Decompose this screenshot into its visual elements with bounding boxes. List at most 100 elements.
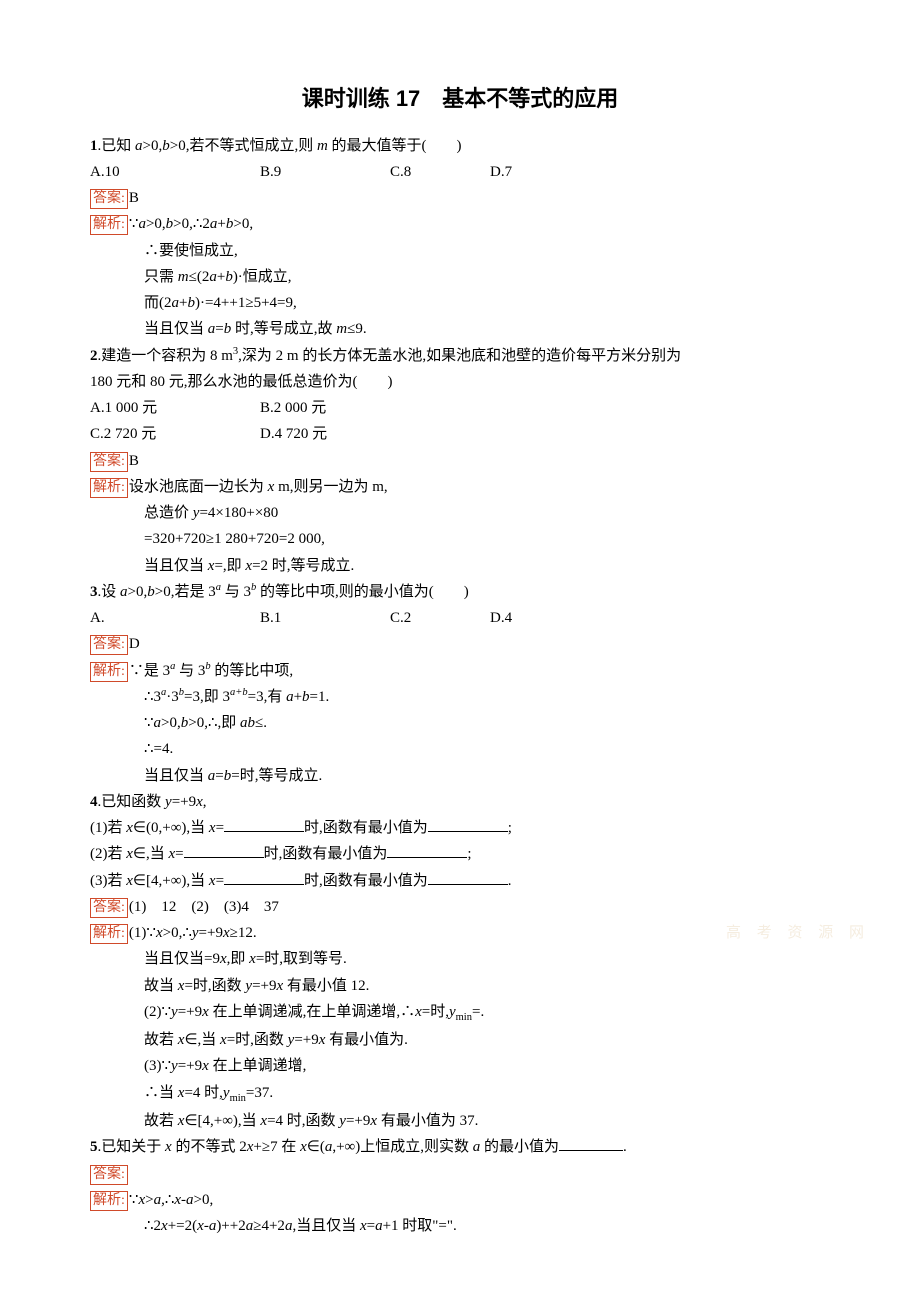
q4-explain-6: (3)∵y=+9x 在上单调递增, — [90, 1053, 830, 1079]
q3-explain-1: 解析:∵是 3a 与 3b 的等比中项, — [90, 658, 830, 684]
q4-explain-1: 解析:(1)∵x>0,∴y=+9x≥12.高 考 资 源 网 — [90, 920, 830, 946]
text: ∈,当 — [184, 1032, 220, 1048]
text: 当且仅当=9 — [144, 951, 220, 967]
q5-num: 5 — [90, 1139, 98, 1155]
text: +=2( — [168, 1218, 197, 1234]
text: a — [154, 1192, 162, 1208]
text: x — [209, 873, 216, 889]
text: >0, — [146, 216, 166, 232]
text: 故若 — [144, 1032, 178, 1048]
text: >0, — [143, 138, 163, 154]
explain-tag: 解析: — [90, 215, 128, 235]
text: =时,函数 — [227, 1032, 288, 1048]
text: ,当且仅当 — [292, 1218, 360, 1234]
text: 故若 — [144, 1113, 178, 1129]
choice-d: D.7 — [490, 159, 512, 185]
text: min — [456, 1012, 472, 1023]
text: =3,即 3 — [184, 689, 230, 705]
answer-value: D — [129, 636, 140, 652]
text: x — [126, 820, 133, 836]
blank — [387, 843, 467, 858]
answer-value: (1) 12 (2) (3)4 37 — [129, 899, 279, 915]
q5-stem: 5.已知关于 x 的不等式 2x+≥7 在 x∈(a,+∞)上恒成立,则实数 a… — [90, 1134, 830, 1160]
text: >0, — [233, 216, 253, 232]
text: = — [215, 321, 223, 337]
text: y — [339, 1113, 346, 1129]
text: 总造价 — [144, 505, 193, 521]
text: =时,函数 — [184, 978, 245, 994]
q1-explain-1: 解析:∵a>0,b>0,∴2a+b>0, — [90, 211, 830, 237]
text: 有最小值为 37. — [377, 1113, 478, 1129]
blank — [428, 817, 508, 832]
q1-stem: 1.已知 a>0,b>0,若不等式恒成立,则 m 的最大值等于( ) — [90, 133, 830, 159]
text: b — [187, 295, 195, 311]
text: ∵ — [129, 1192, 139, 1208]
choice-c: C.2 — [390, 605, 490, 631]
q2-num: 2 — [90, 348, 98, 364]
text: (3)∵ — [144, 1058, 171, 1074]
text: ∈( — [307, 1139, 325, 1155]
text: ; — [508, 820, 512, 836]
q1-answer: 答案:B — [90, 185, 830, 211]
answer-tag: 答案: — [90, 452, 128, 472]
text: =2 时,等号成立. — [252, 558, 354, 574]
text: )·恒成立, — [233, 269, 292, 285]
text: ∴2 — [144, 1218, 161, 1234]
text: x — [161, 1218, 168, 1234]
text: )++2 — [216, 1218, 245, 1234]
text: )·=4++1≥5+4=9, — [195, 295, 297, 311]
text: (1)若 — [90, 820, 126, 836]
text: y — [192, 925, 199, 941]
text: y — [449, 1004, 456, 1020]
answer-tag: 答案: — [90, 189, 128, 209]
text: ≤9. — [347, 321, 366, 337]
text: ,∴ — [161, 1192, 174, 1208]
answer-value: B — [129, 190, 139, 206]
q4-part1: (1)若 x∈(0,+∞),当 x=时,函数有最小值为; — [90, 815, 830, 841]
text: (2)∵ — [144, 1004, 171, 1020]
text: 时,函数有最小值为 — [304, 820, 428, 836]
text: = — [215, 768, 223, 784]
text: a — [209, 269, 217, 285]
text: ,+∞)上恒成立,则实数 — [332, 1139, 472, 1155]
choice-d: D.4 — [490, 605, 512, 631]
text: 设水池底面一边长为 — [129, 479, 268, 495]
text: a — [154, 715, 162, 731]
q3-stem: 3.设 a>0,b>0,若是 3a 与 3b 的等比中项,则的最小值为( ) — [90, 579, 830, 605]
q5-explain-2: ∴2x+=2(x-a)++2a≥4+2a,当且仅当 x=a+1 时取"=". — [90, 1213, 830, 1239]
q2-explain-2: 总造价 y=4×180+×80 — [90, 500, 830, 526]
text: = — [175, 846, 183, 862]
text: .已知函数 — [98, 794, 166, 810]
text: b — [162, 138, 170, 154]
text: 的最小值为 — [480, 1139, 559, 1155]
text: 与 3 — [221, 584, 251, 600]
answer-tag: 答案: — [90, 635, 128, 655]
q2-stem-2: 180 元和 80 元,那么水池的最低总造价为( ) — [90, 369, 830, 395]
text: x — [220, 1032, 227, 1048]
text: ∈(0,+∞),当 — [133, 820, 209, 836]
text: ≥12. — [230, 925, 257, 941]
text: a+b — [230, 687, 248, 698]
text: =+9 — [178, 1058, 202, 1074]
text: a — [120, 584, 128, 600]
text: 的等比中项, — [211, 663, 294, 679]
text: , — [203, 794, 207, 810]
text: 的最大值等于( ) — [328, 138, 462, 154]
text: = — [216, 873, 224, 889]
text: a — [135, 138, 143, 154]
text: x — [360, 1218, 367, 1234]
text: ≤. — [255, 715, 267, 731]
blank — [224, 870, 304, 885]
q4-answer: 答案:(1) 12 (2) (3)4 37 — [90, 894, 830, 920]
text: =时,取到等号. — [256, 951, 347, 967]
q3-answer: 答案:D — [90, 631, 830, 657]
explain-tag: 解析: — [90, 662, 128, 682]
choice-b: B.1 — [260, 605, 390, 631]
q2-choices-row1: A.1 000 元 B.2 000 元 — [90, 395, 830, 421]
text: y — [165, 794, 172, 810]
text: ; — [467, 846, 471, 862]
q4-explain-4: (2)∵y=+9x 在上单调递减,在上单调递增,∴x=时,ymin=. — [90, 999, 830, 1027]
choice-c: C.2 720 元 — [90, 421, 260, 447]
text: x — [197, 1218, 204, 1234]
text: a — [138, 216, 146, 232]
